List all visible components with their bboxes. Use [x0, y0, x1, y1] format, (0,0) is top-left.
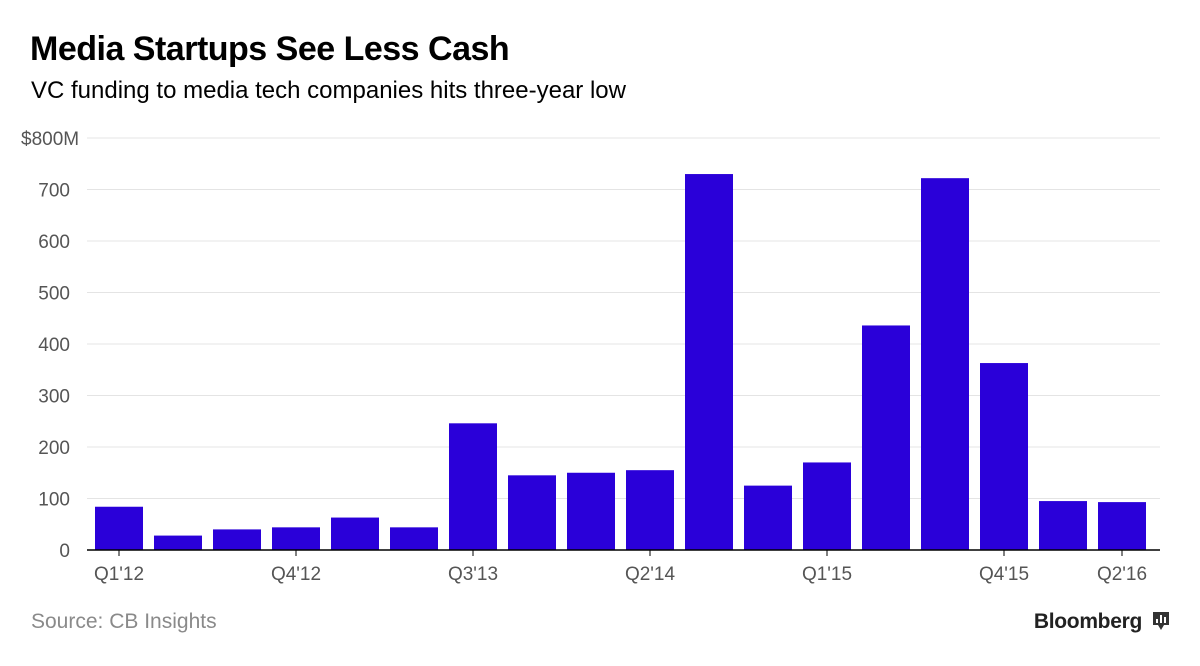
x-tick-label: Q4'12	[271, 564, 321, 585]
x-tick-label: Q2'16	[1097, 564, 1147, 585]
bar-q4-15	[980, 363, 1028, 550]
bar-q3-13	[449, 423, 497, 550]
x-tick-label: Q1'15	[802, 564, 852, 585]
source-note: Source: CB Insights	[31, 610, 217, 633]
chart-title: Media Startups See Less Cash	[30, 30, 510, 68]
y-tick-label: 400	[38, 335, 70, 356]
y-tick-label: 600	[38, 232, 70, 253]
x-tick-label: Q2'14	[625, 564, 676, 585]
bar-q4-13	[508, 475, 556, 550]
y-tick-label: 100	[38, 490, 70, 511]
y-tick-label: 200	[38, 438, 70, 459]
bloomberg-chart-icon	[1153, 612, 1169, 630]
chart-subtitle: VC funding to media tech companies hits …	[31, 77, 626, 104]
bar-q1-14	[567, 472, 615, 550]
x-tick-label: Q4'15	[979, 564, 1029, 585]
x-tick-label: Q1'12	[94, 564, 144, 585]
bar-q4-14	[744, 485, 792, 550]
bar-q3-15	[921, 178, 969, 551]
bar-q3-14	[685, 174, 733, 551]
y-tick-label: 0	[59, 541, 70, 562]
bar-q1-15	[803, 462, 851, 550]
bar-q4-12	[272, 527, 320, 550]
bar-q2-14	[626, 470, 674, 550]
brand-logo: Bloomberg	[1033, 610, 1142, 633]
bar-q1-13	[331, 517, 379, 550]
bar-q3-12	[213, 529, 261, 550]
bar-q1-16	[1039, 501, 1087, 550]
y-tick-label: 300	[38, 387, 70, 408]
bar-q2-15	[862, 325, 910, 550]
bar-q2-12	[154, 535, 202, 550]
bar-q2-13	[390, 527, 438, 550]
y-tick-label: 700	[38, 181, 70, 202]
bar-q2-16	[1098, 502, 1146, 550]
x-tick-label: Q3'13	[448, 564, 498, 585]
bar-q1-12	[95, 506, 143, 550]
y-tick-label: $800M	[21, 129, 79, 150]
y-tick-label: 500	[38, 284, 70, 305]
